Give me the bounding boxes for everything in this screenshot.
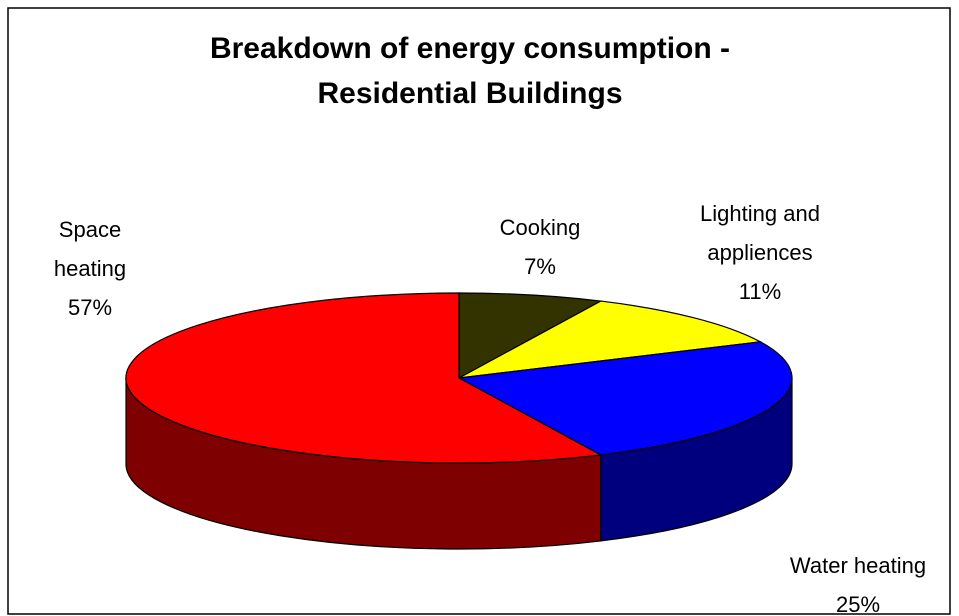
category-label: Space heating (53, 217, 127, 281)
data-label: Space heating 57% (30, 210, 150, 327)
pie-slice (458, 300, 763, 379)
data-label: Cooking 7% (460, 208, 620, 286)
pie-slice (125, 292, 603, 464)
pie-slice (457, 341, 793, 456)
category-label: Water heating (789, 553, 927, 578)
chart-title: Breakdown of energy consumption - (210, 32, 730, 65)
category-label: Cooking (499, 215, 581, 240)
data-label: Water heating 25% (758, 546, 958, 616)
pie-slice (458, 292, 603, 380)
value-label: 57% (67, 295, 113, 320)
data-label: Lighting and appliences 11% (670, 194, 850, 311)
value-label: 11% (738, 279, 782, 304)
chart-title: Residential Buildings (317, 77, 622, 110)
category-label: Lighting and appliences (700, 201, 820, 265)
value-label: 7% (524, 254, 556, 279)
value-label: 25% (835, 592, 881, 616)
